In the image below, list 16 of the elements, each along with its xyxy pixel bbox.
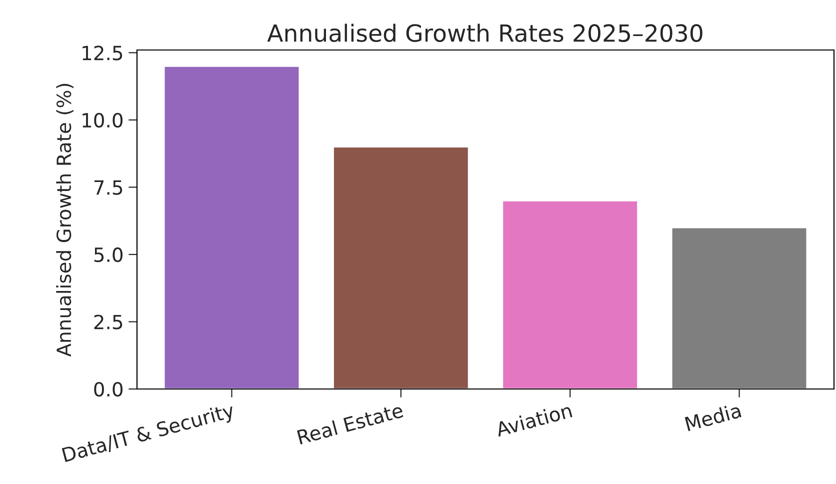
y-tick-label: 2.5 <box>94 314 122 330</box>
bar <box>332 146 470 389</box>
y-tick-label: 5.0 <box>94 247 123 262</box>
bar <box>670 226 808 389</box>
bar <box>163 65 300 389</box>
x-tick-label: Data/IT & Security <box>62 402 236 466</box>
x-tick-label: Aviation <box>494 402 572 437</box>
x-tick-label: Real Estate <box>296 402 404 445</box>
y-tick-label: 12.5 <box>82 46 122 60</box>
y-axis-title: Annualised Growth Rate (%) <box>56 84 74 357</box>
bar <box>502 200 638 389</box>
y-tick-label: 10.0 <box>82 112 123 128</box>
y-tick-label: 0.0 <box>94 382 123 397</box>
y-tick-label: 7.5 <box>94 180 122 195</box>
chart-title: Annualised Growth Rates 2025–2030 <box>267 24 702 42</box>
x-tick-label: Media <box>684 402 742 432</box>
